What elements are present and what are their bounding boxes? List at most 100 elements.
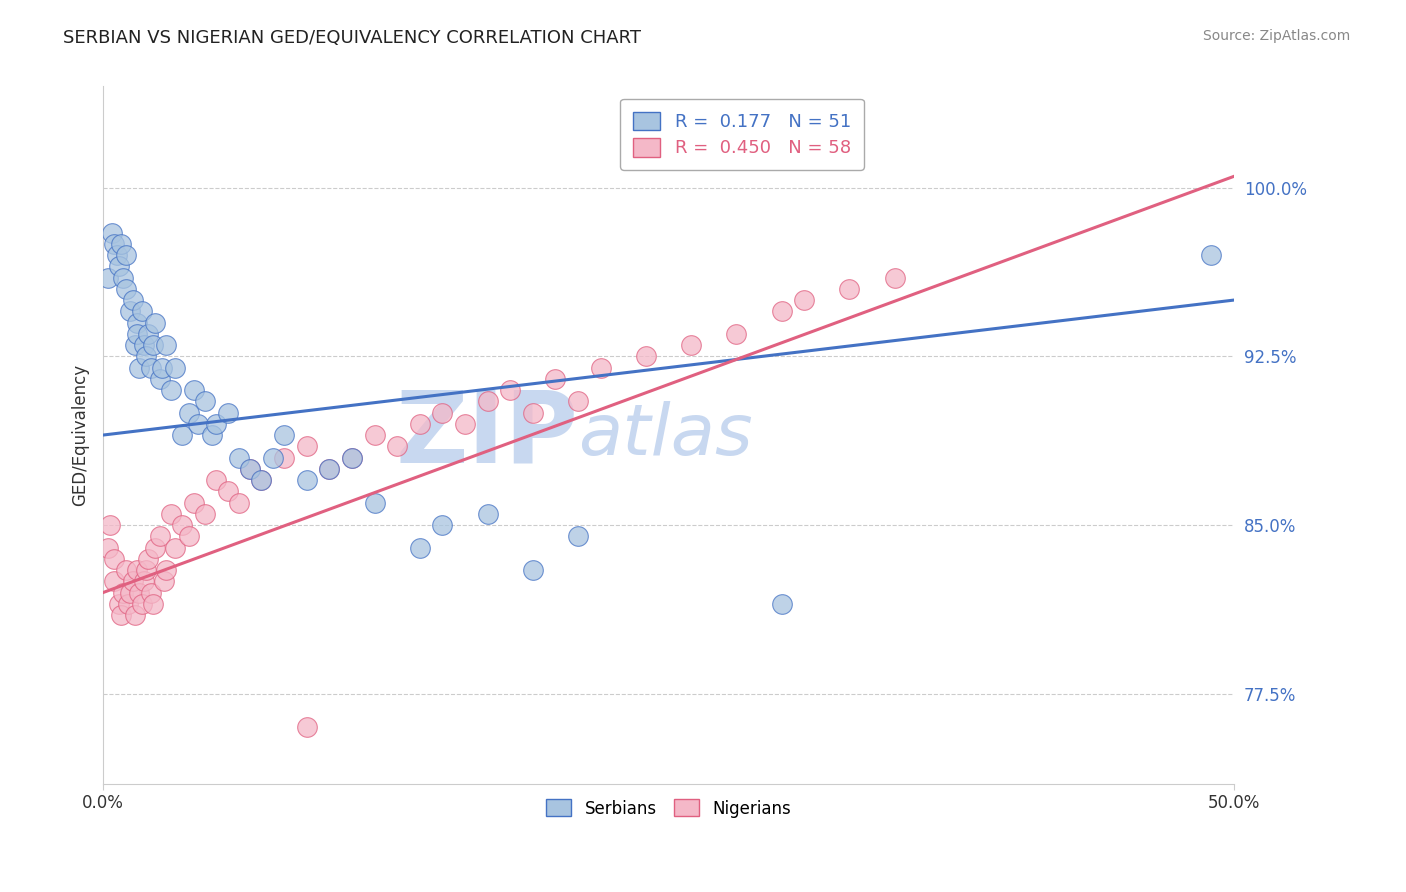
Point — [295, 721, 318, 735]
Point — [318, 462, 340, 476]
Point — [634, 349, 657, 363]
Point — [117, 597, 139, 611]
Point — [160, 507, 183, 521]
Point — [228, 450, 250, 465]
Point — [194, 394, 217, 409]
Point — [183, 383, 205, 397]
Point — [770, 597, 793, 611]
Point — [165, 541, 187, 555]
Point — [142, 338, 165, 352]
Point — [97, 270, 120, 285]
Point — [205, 473, 228, 487]
Point — [409, 417, 432, 431]
Text: ZIP: ZIP — [395, 386, 578, 483]
Point — [770, 304, 793, 318]
Point — [112, 270, 135, 285]
Point — [363, 495, 385, 509]
Point — [98, 518, 121, 533]
Point — [725, 326, 748, 341]
Point — [567, 394, 589, 409]
Point — [217, 406, 239, 420]
Point — [120, 585, 142, 599]
Point — [135, 563, 157, 577]
Point — [838, 282, 860, 296]
Point — [477, 394, 499, 409]
Point — [138, 326, 160, 341]
Point — [120, 304, 142, 318]
Point — [183, 495, 205, 509]
Point — [114, 282, 136, 296]
Point — [128, 585, 150, 599]
Point — [793, 293, 815, 307]
Point — [110, 607, 132, 622]
Point — [105, 248, 128, 262]
Point — [477, 507, 499, 521]
Text: SERBIAN VS NIGERIAN GED/EQUIVALENCY CORRELATION CHART: SERBIAN VS NIGERIAN GED/EQUIVALENCY CORR… — [63, 29, 641, 46]
Point — [138, 551, 160, 566]
Text: Source: ZipAtlas.com: Source: ZipAtlas.com — [1202, 29, 1350, 43]
Point — [103, 236, 125, 251]
Point — [340, 450, 363, 465]
Point — [142, 597, 165, 611]
Point — [97, 541, 120, 555]
Point — [454, 417, 477, 431]
Point — [101, 226, 124, 240]
Point — [273, 450, 295, 465]
Point — [681, 338, 703, 352]
Point — [114, 563, 136, 577]
Point — [499, 383, 522, 397]
Point — [544, 372, 567, 386]
Point — [567, 529, 589, 543]
Point — [194, 507, 217, 521]
Point — [112, 585, 135, 599]
Point — [172, 428, 194, 442]
Point — [149, 529, 172, 543]
Point — [295, 473, 318, 487]
Point — [250, 473, 273, 487]
Legend: Serbians, Nigerians: Serbians, Nigerians — [540, 793, 797, 824]
Y-axis label: GED/Equivalency: GED/Equivalency — [72, 364, 89, 506]
Point — [409, 541, 432, 555]
Point — [121, 574, 143, 589]
Point — [150, 360, 173, 375]
Point — [108, 597, 131, 611]
Point — [139, 360, 162, 375]
Point — [250, 473, 273, 487]
Point — [160, 383, 183, 397]
Point — [385, 439, 408, 453]
Point — [340, 450, 363, 465]
Point — [103, 551, 125, 566]
Point — [273, 428, 295, 442]
Point — [125, 563, 148, 577]
Point — [131, 597, 153, 611]
Point — [295, 439, 318, 453]
Point — [103, 574, 125, 589]
Point — [155, 563, 177, 577]
Point — [110, 236, 132, 251]
Point — [589, 360, 612, 375]
Point — [143, 316, 166, 330]
Point — [177, 406, 200, 420]
Point — [124, 607, 146, 622]
Point — [201, 428, 224, 442]
Point — [108, 260, 131, 274]
Point — [121, 293, 143, 307]
Point — [128, 360, 150, 375]
Point — [262, 450, 284, 465]
Point — [205, 417, 228, 431]
Point — [217, 484, 239, 499]
Point — [132, 338, 155, 352]
Point — [155, 338, 177, 352]
Point — [432, 518, 454, 533]
Point — [522, 406, 544, 420]
Point — [131, 304, 153, 318]
Point — [522, 563, 544, 577]
Point — [883, 270, 905, 285]
Point — [124, 338, 146, 352]
Point — [139, 585, 162, 599]
Point — [125, 316, 148, 330]
Point — [172, 518, 194, 533]
Point — [363, 428, 385, 442]
Point — [187, 417, 209, 431]
Point — [165, 360, 187, 375]
